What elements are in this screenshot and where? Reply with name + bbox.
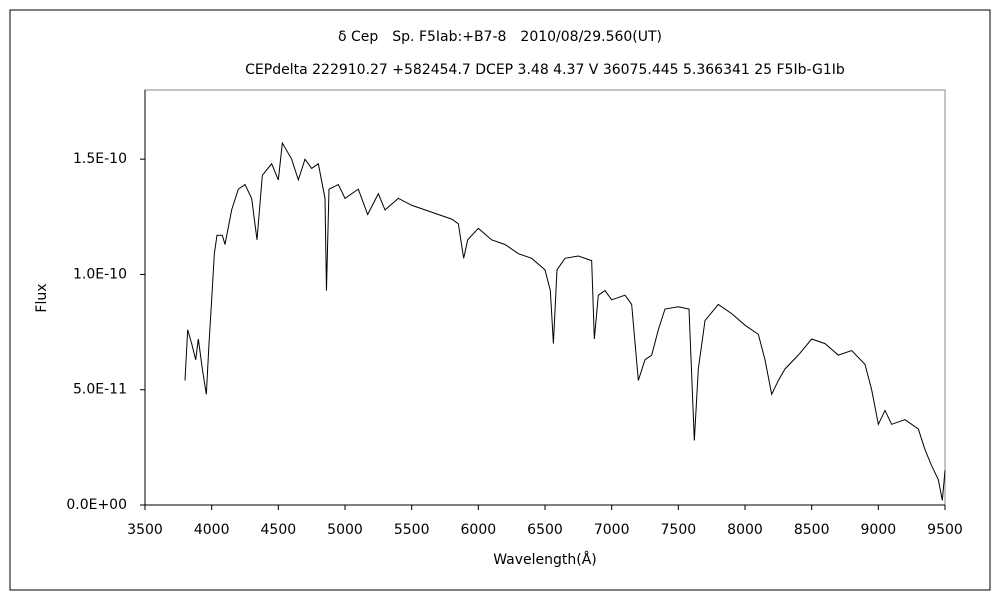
x-tick-label: 6000 <box>461 522 497 538</box>
chart-subtitle: CEPdelta 222910.27 +582454.7 DCEP 3.48 4… <box>245 62 845 78</box>
x-axis-label: Wavelength(Å) <box>493 551 597 568</box>
y-axis-label: Flux <box>34 283 50 312</box>
x-tick-label: 7500 <box>661 522 697 538</box>
chart-title: δ Cep Sp. F5Iab:+B7-8 2010/08/29.560(UT) <box>338 29 662 45</box>
y-tick-label: 0.0E+00 <box>66 497 127 513</box>
x-tick-label: 9500 <box>927 522 963 538</box>
frame <box>9 9 991 591</box>
y-tick-label: 1.0E-10 <box>73 266 127 282</box>
x-tick-label: 8000 <box>727 522 763 538</box>
x-tick-label: 8500 <box>794 522 830 538</box>
x-tick-label: 5500 <box>394 522 430 538</box>
x-tick-label: 3500 <box>127 522 163 538</box>
x-tick-label: 7000 <box>594 522 630 538</box>
y-tick-label: 5.0E-11 <box>73 382 127 398</box>
y-tick-label: 1.5E-10 <box>73 151 127 167</box>
x-tick-label: 4000 <box>194 522 230 538</box>
spectrum-line <box>184 141 946 501</box>
x-tick-label: 5000 <box>327 522 363 538</box>
x-tick-label: 9000 <box>861 522 897 538</box>
x-tick-label: 4500 <box>261 522 297 538</box>
x-tick-label: 6500 <box>527 522 563 538</box>
